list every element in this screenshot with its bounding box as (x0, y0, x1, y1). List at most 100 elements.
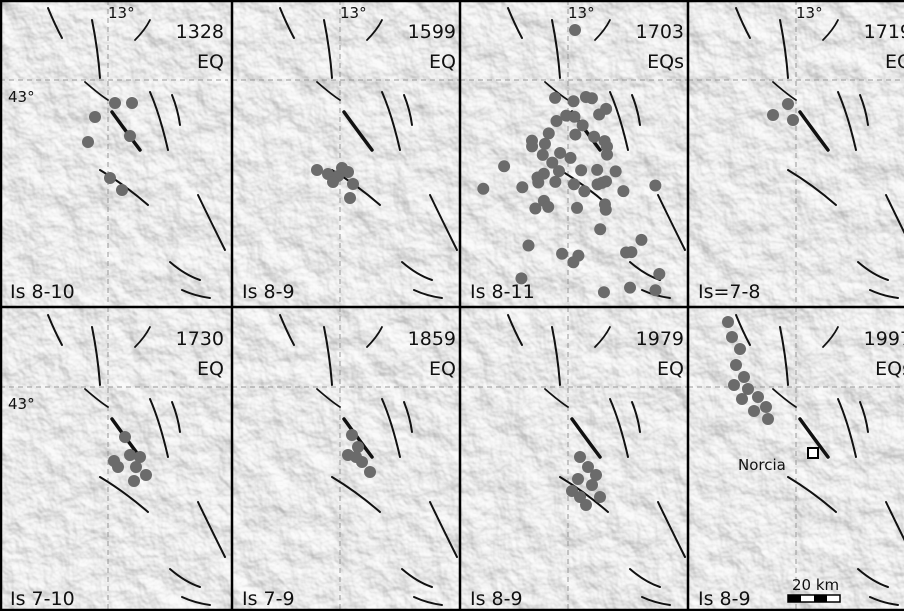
intensity-site (594, 491, 606, 503)
intensity-site (736, 393, 748, 405)
intensity-site (575, 164, 587, 176)
intensity-site (730, 359, 742, 371)
intensity-site (590, 469, 602, 481)
year-label: 1859 (408, 328, 456, 350)
intensity-site (526, 140, 538, 152)
intensity-site (635, 234, 647, 246)
intensity-site (594, 223, 606, 235)
intensity-site (556, 248, 568, 260)
year-label: 1703 (636, 21, 684, 43)
intensity-site (523, 240, 535, 252)
intensity-site (653, 268, 665, 280)
intensity-site (760, 401, 772, 413)
map-figure: 1328EQIs 8-1013°43°1599EQIs 8-913°1703EQ… (0, 0, 904, 611)
intensity-label: Is=7-8 (698, 281, 760, 303)
intensity-label: Is 7-9 (242, 588, 295, 610)
intensity-site (516, 181, 528, 193)
intensity-site (591, 164, 603, 176)
year-label: 1979 (636, 328, 684, 350)
intensity-label: Is 7-10 (10, 588, 75, 610)
year-label: 1997 (864, 328, 904, 350)
year-label: 1328 (176, 21, 224, 43)
intensity-site (568, 111, 580, 123)
intensity-site (726, 331, 738, 343)
intensity-site (82, 136, 94, 148)
intensity-site (649, 284, 661, 296)
longitude-label: 13° (568, 4, 595, 22)
intensity-site (543, 127, 555, 139)
events-label: EQs (647, 51, 684, 73)
intensity-site (600, 103, 612, 115)
intensity-site (782, 98, 794, 110)
intensity-site (128, 475, 140, 487)
intensity-site (569, 24, 581, 36)
intensity-site (610, 165, 622, 177)
longitude-label: 13° (340, 4, 367, 22)
intensity-label: Is 8-9 (698, 588, 751, 610)
intensity-site (588, 131, 600, 143)
intensity-site (89, 111, 101, 123)
intensity-site (624, 282, 636, 294)
year-label: 1719 (864, 21, 904, 43)
intensity-label: Is 8-10 (10, 281, 75, 303)
intensity-site (364, 466, 376, 478)
intensity-site (734, 343, 746, 355)
town-label: Norcia (738, 456, 786, 474)
intensity-label: Is 8-11 (470, 281, 535, 303)
events-label: EQs (875, 358, 904, 380)
latitude-label: 43° (8, 88, 35, 106)
intensity-site (567, 256, 579, 268)
longitude-label: 13° (796, 4, 823, 22)
events-label: EQ (885, 51, 904, 73)
intensity-site (572, 473, 584, 485)
intensity-site (617, 185, 629, 197)
intensity-site (600, 204, 612, 216)
intensity-site (568, 95, 580, 107)
intensity-site (108, 455, 120, 467)
intensity-site (336, 162, 348, 174)
events-label: EQ (657, 358, 684, 380)
intensity-site (649, 180, 661, 192)
intensity-site (592, 178, 604, 190)
events-label: EQ (429, 358, 456, 380)
intensity-site (346, 429, 358, 441)
intensity-site (350, 451, 362, 463)
intensity-site (762, 413, 774, 425)
intensity-site (498, 160, 510, 172)
intensity-site (347, 178, 359, 190)
intensity-site (601, 149, 613, 161)
intensity-site (578, 185, 590, 197)
intensity-site (728, 379, 740, 391)
latitude-label: 43° (8, 395, 35, 413)
scale-bar-fill (814, 595, 827, 602)
intensity-site (124, 130, 136, 142)
intensity-site (311, 164, 323, 176)
intensity-site (134, 451, 146, 463)
intensity-site (116, 184, 128, 196)
intensity-site (529, 203, 541, 215)
intensity-site (586, 92, 598, 104)
intensity-site (119, 431, 131, 443)
intensity-site (104, 172, 116, 184)
scale-label: 20 km (792, 576, 839, 594)
scale-bar-fill (788, 595, 801, 602)
intensity-site (564, 152, 576, 164)
intensity-site (748, 405, 760, 417)
intensity-site (537, 149, 549, 161)
intensity-site (767, 109, 779, 121)
hillshade (0, 0, 904, 611)
intensity-site (571, 202, 583, 214)
intensity-site (542, 201, 554, 213)
intensity-site (742, 383, 754, 395)
intensity-site (327, 176, 339, 188)
intensity-site (546, 157, 558, 169)
intensity-site (126, 97, 138, 109)
intensity-site (549, 92, 561, 104)
intensity-site (477, 183, 489, 195)
year-label: 1730 (176, 328, 224, 350)
intensity-site (598, 286, 610, 298)
intensity-site (344, 192, 356, 204)
intensity-site (554, 147, 566, 159)
intensity-site (574, 451, 586, 463)
events-label: EQ (429, 51, 456, 73)
